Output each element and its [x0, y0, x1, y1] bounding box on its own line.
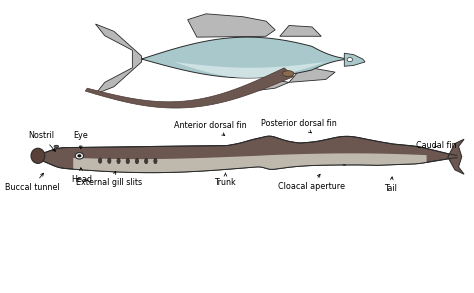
Text: Posterior dorsal fin: Posterior dorsal fin: [261, 119, 337, 133]
Text: Caudal fin: Caudal fin: [416, 141, 457, 149]
Ellipse shape: [54, 145, 59, 148]
Polygon shape: [85, 68, 294, 108]
Ellipse shape: [342, 164, 346, 166]
Polygon shape: [252, 79, 289, 91]
Polygon shape: [344, 53, 365, 66]
Text: Cloacal aperture: Cloacal aperture: [278, 174, 345, 191]
Polygon shape: [174, 62, 326, 78]
Text: External gill slits: External gill slits: [76, 171, 142, 188]
Polygon shape: [280, 25, 321, 36]
Text: Trunk: Trunk: [215, 173, 237, 188]
Ellipse shape: [154, 159, 157, 163]
Text: Tail: Tail: [384, 177, 397, 193]
Ellipse shape: [108, 158, 111, 163]
Polygon shape: [73, 153, 427, 173]
Ellipse shape: [126, 159, 129, 164]
Ellipse shape: [136, 159, 138, 164]
Polygon shape: [33, 136, 457, 173]
Ellipse shape: [75, 153, 83, 159]
Text: Anterior dorsal fin: Anterior dorsal fin: [174, 121, 247, 135]
Ellipse shape: [77, 154, 82, 157]
Ellipse shape: [283, 71, 294, 76]
Text: Eye: Eye: [73, 131, 88, 149]
Text: Head: Head: [71, 168, 92, 184]
Ellipse shape: [117, 158, 120, 163]
Polygon shape: [142, 37, 354, 78]
Ellipse shape: [99, 158, 102, 163]
Polygon shape: [289, 66, 335, 82]
Ellipse shape: [347, 57, 353, 62]
Text: Nostril: Nostril: [28, 131, 55, 151]
Polygon shape: [448, 139, 464, 174]
Ellipse shape: [31, 148, 45, 163]
Ellipse shape: [145, 159, 148, 164]
Text: Buccal tunnel: Buccal tunnel: [5, 173, 59, 192]
Polygon shape: [188, 14, 275, 37]
Polygon shape: [95, 24, 142, 94]
